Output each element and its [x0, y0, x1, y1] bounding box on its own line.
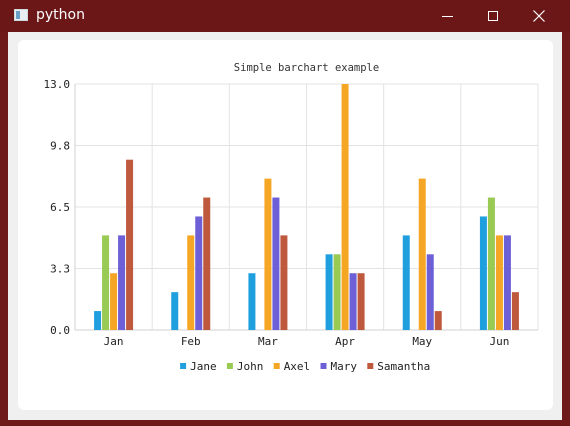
bar-samantha-feb	[203, 197, 211, 330]
close-icon	[533, 10, 545, 22]
bar-samantha-jan	[126, 159, 134, 330]
y-tick-label: 3.3	[50, 263, 70, 276]
minimize-icon	[441, 15, 453, 17]
legend-label: Samantha	[377, 360, 430, 373]
bar-jane-may	[402, 235, 410, 330]
bar-mary-feb	[195, 216, 203, 330]
bar-jane-jan	[94, 311, 102, 330]
legend-marker	[367, 363, 374, 369]
close-button[interactable]	[516, 0, 562, 32]
bar-john-jun	[487, 197, 495, 330]
bar-samantha-apr	[357, 273, 365, 330]
bar-samantha-mar	[280, 235, 288, 330]
bar-axel-feb	[187, 235, 195, 330]
legend-label: Jane	[190, 360, 217, 373]
bar-chart: Simple barchart example 0.0 3.3 6.5 9.8 13.0 J…	[44, 62, 539, 373]
client-area: Simple barchart example 0.0 3.3 6.5 9.8 13.0 J…	[8, 32, 562, 420]
legend-label: Axel	[284, 360, 311, 373]
x-tick-label: Jan	[104, 335, 124, 348]
bar-mary-apr	[349, 273, 357, 330]
bar-jane-feb	[171, 292, 179, 330]
x-tick-label: Apr	[335, 335, 355, 348]
app-icon	[14, 9, 28, 21]
bar-mary-jan	[118, 235, 126, 330]
minimize-button[interactable]	[424, 0, 470, 32]
bar-jane-jun	[479, 216, 487, 330]
maximize-button[interactable]	[470, 0, 516, 32]
legend-marker	[226, 363, 233, 369]
bar-jane-apr	[325, 254, 333, 330]
bar-axel-jun	[495, 235, 503, 330]
chart-title: Simple barchart example	[234, 62, 379, 74]
x-tick-label: Feb	[181, 335, 201, 348]
bar-samantha-jun	[511, 292, 519, 330]
bar-axel-jan	[110, 273, 118, 330]
legend-marker	[273, 363, 280, 369]
x-tick-label: Mar	[258, 335, 278, 348]
bar-mary-mar	[272, 197, 280, 330]
bar-john-apr	[333, 254, 341, 330]
maximize-icon	[488, 11, 498, 21]
bar-axel-mar	[264, 178, 272, 330]
x-tick-label: May	[412, 335, 432, 348]
bar-axel-may	[418, 178, 426, 330]
chart-view: Simple barchart example 0.0 3.3 6.5 9.8 13.0 J…	[18, 40, 553, 410]
bar-samantha-may	[434, 311, 442, 330]
y-tick-label: 0.0	[50, 324, 70, 337]
title-bar[interactable]: python	[0, 0, 570, 32]
y-tick-label: 6.5	[50, 201, 70, 214]
bar-john-jan	[102, 235, 110, 330]
x-tick-label: Jun	[489, 335, 509, 348]
legend-marker	[180, 363, 187, 369]
y-tick-label: 13.0	[44, 78, 71, 91]
bar-jane-mar	[248, 273, 256, 330]
window-title: python	[36, 7, 85, 23]
legend-label: Mary	[331, 360, 358, 373]
legend-marker	[320, 363, 327, 369]
bar-axel-apr	[341, 84, 349, 330]
y-tick-label: 9.8	[50, 140, 70, 153]
bar-mary-jun	[503, 235, 511, 330]
bar-mary-may	[426, 254, 434, 330]
legend-label: John	[237, 360, 264, 373]
